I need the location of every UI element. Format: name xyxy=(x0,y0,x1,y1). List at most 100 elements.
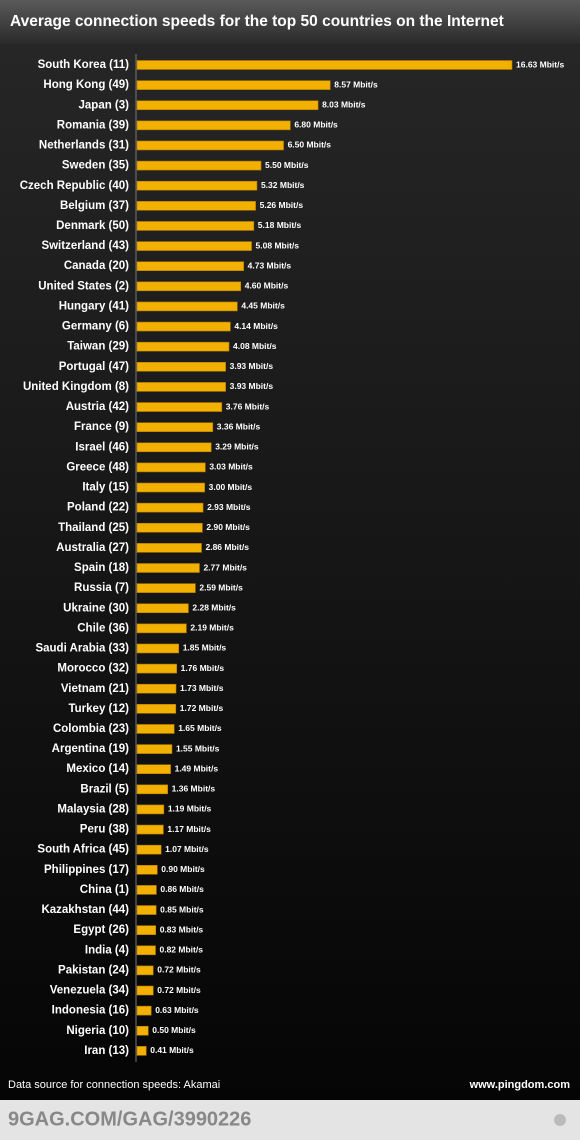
bar xyxy=(136,1046,147,1056)
bar xyxy=(136,160,262,171)
value-label: 0.72 Mbit/s xyxy=(157,965,201,975)
bar xyxy=(136,683,177,694)
watermark: 9GAG.COM/GAG/3990226 xyxy=(8,1108,251,1130)
bar xyxy=(136,502,204,513)
bar xyxy=(136,804,165,815)
bar xyxy=(136,341,230,352)
value-label: 1.49 Mbit/s xyxy=(175,763,219,773)
value-label: 1.72 Mbit/s xyxy=(180,703,224,713)
value-label: 1.55 Mbit/s xyxy=(176,743,220,753)
bar xyxy=(136,643,180,654)
bar xyxy=(136,663,177,674)
category-label: Venezuela (34) xyxy=(50,985,129,997)
category-label: Iran (13) xyxy=(84,1045,129,1057)
bar xyxy=(136,482,205,493)
value-label: 0.86 Mbit/s xyxy=(160,884,204,894)
category-label: Argentina (19) xyxy=(52,743,129,755)
category-label: Peru (38) xyxy=(80,824,129,836)
value-label: 2.28 Mbit/s xyxy=(192,602,236,612)
value-label: 1.85 Mbit/s xyxy=(183,643,227,653)
watermark-bar xyxy=(0,1100,580,1140)
bar xyxy=(136,462,206,473)
category-label: United Kingdom (8) xyxy=(23,381,129,393)
value-label: 1.07 Mbit/s xyxy=(165,844,209,854)
category-label: Hungary (41) xyxy=(59,300,129,312)
bar xyxy=(136,563,200,573)
value-label: 5.26 Mbit/s xyxy=(260,200,304,210)
category-label: Germany (6) xyxy=(62,321,129,333)
category-label: Czech Republic (40) xyxy=(20,180,129,192)
bar xyxy=(136,60,513,70)
bar xyxy=(136,925,157,935)
value-label: 0.90 Mbit/s xyxy=(161,864,205,874)
source-note: Data source for connection speeds: Akama… xyxy=(8,1079,220,1091)
bar xyxy=(136,1005,152,1016)
value-label: 2.93 Mbit/s xyxy=(207,502,251,512)
bar xyxy=(136,422,214,432)
value-label: 16.63 Mbit/s xyxy=(516,59,564,69)
value-label: 8.03 Mbit/s xyxy=(322,99,366,109)
bar xyxy=(136,261,244,272)
bar xyxy=(136,824,164,835)
value-label: 0.72 Mbit/s xyxy=(157,985,201,995)
bar xyxy=(136,704,177,714)
bar xyxy=(136,442,212,453)
value-label: 3.36 Mbit/s xyxy=(217,421,261,431)
header-bar xyxy=(0,0,580,44)
category-label: Malaysia (28) xyxy=(57,803,129,815)
category-label: Kazakhstan (44) xyxy=(41,904,129,916)
bar xyxy=(136,764,171,775)
bar xyxy=(136,100,319,111)
category-label: Poland (22) xyxy=(67,502,129,514)
value-label: 6.80 Mbit/s xyxy=(294,120,338,130)
category-label: France (9) xyxy=(74,421,129,433)
bar xyxy=(136,361,226,372)
category-label: Philippines (17) xyxy=(44,864,129,876)
bar xyxy=(136,965,154,976)
category-label: China (1) xyxy=(80,884,129,896)
category-label: Switzerland (43) xyxy=(41,240,129,252)
value-label: 3.93 Mbit/s xyxy=(230,361,274,371)
value-label: 6.50 Mbit/s xyxy=(288,140,332,150)
bar xyxy=(136,744,173,754)
category-label: Nigeria (10) xyxy=(66,1025,129,1037)
bar xyxy=(136,80,331,90)
category-label: Sweden (35) xyxy=(62,160,129,172)
value-label: 1.65 Mbit/s xyxy=(178,723,222,733)
category-label: Japan (3) xyxy=(79,99,130,111)
category-label: Romania (39) xyxy=(57,119,129,131)
bar xyxy=(136,180,258,191)
bar xyxy=(136,140,284,151)
category-label: Chile (36) xyxy=(77,622,129,634)
category-label: Hong Kong (49) xyxy=(43,79,129,91)
category-label: Greece (48) xyxy=(66,461,129,473)
value-label: 2.19 Mbit/s xyxy=(190,623,234,633)
value-label: 1.73 Mbit/s xyxy=(180,683,224,693)
bar xyxy=(136,402,223,412)
category-label: Morocco (32) xyxy=(57,663,129,675)
category-label: Mexico (14) xyxy=(66,763,129,775)
category-label: Pakistan (24) xyxy=(58,964,129,976)
category-label: Egypt (26) xyxy=(73,924,129,936)
value-label: 4.73 Mbit/s xyxy=(248,260,292,270)
value-label: 2.59 Mbit/s xyxy=(199,582,243,592)
bar xyxy=(136,844,162,855)
category-label: Canada (20) xyxy=(64,260,129,272)
bar xyxy=(136,522,203,533)
category-label: India (4) xyxy=(85,944,129,956)
category-label: Ukraine (30) xyxy=(63,602,129,614)
category-label: Thailand (25) xyxy=(58,522,129,534)
bar xyxy=(136,221,255,231)
value-label: 4.45 Mbit/s xyxy=(241,301,285,311)
value-label: 3.03 Mbit/s xyxy=(209,462,253,472)
value-label: 4.14 Mbit/s xyxy=(234,321,278,331)
value-label: 5.50 Mbit/s xyxy=(265,160,309,170)
bar xyxy=(136,885,157,895)
category-label: Brazil (5) xyxy=(80,783,129,795)
category-label: Saudi Arabia (33) xyxy=(35,643,129,655)
value-label: 3.76 Mbit/s xyxy=(226,401,270,411)
bar xyxy=(136,905,157,915)
value-label: 4.08 Mbit/s xyxy=(233,341,277,351)
chart-background xyxy=(0,44,580,1100)
